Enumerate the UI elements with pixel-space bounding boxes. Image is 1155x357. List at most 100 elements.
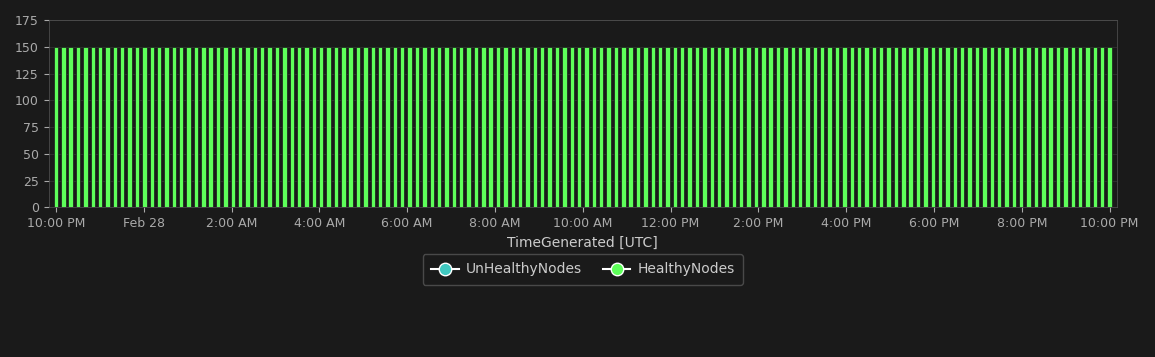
Bar <box>517 47 522 207</box>
Bar <box>290 47 295 207</box>
Bar <box>304 47 308 207</box>
Bar <box>857 47 862 207</box>
Bar <box>511 47 515 207</box>
Bar <box>886 47 891 207</box>
Bar <box>231 47 234 207</box>
Bar <box>665 47 670 207</box>
Bar <box>54 47 58 207</box>
Bar <box>562 47 567 207</box>
Bar <box>223 47 228 207</box>
Bar <box>127 47 132 207</box>
Bar <box>238 47 243 207</box>
Bar <box>790 47 795 207</box>
Bar <box>923 47 927 207</box>
Bar <box>680 47 685 207</box>
Bar <box>584 47 589 207</box>
Bar <box>1108 47 1112 207</box>
Bar <box>1056 47 1060 207</box>
Bar <box>378 47 382 207</box>
Bar <box>408 47 412 207</box>
Bar <box>1078 47 1082 207</box>
Bar <box>798 47 803 207</box>
Bar <box>319 47 323 207</box>
Bar <box>872 47 875 207</box>
Bar <box>194 47 199 207</box>
Bar <box>400 47 404 207</box>
Bar <box>953 47 957 207</box>
Bar <box>569 47 574 207</box>
X-axis label: TimeGenerated [UTC]: TimeGenerated [UTC] <box>507 236 658 250</box>
Bar <box>489 47 493 207</box>
Bar <box>813 47 817 207</box>
Bar <box>120 47 125 207</box>
Bar <box>216 47 221 207</box>
Bar <box>83 47 88 207</box>
Bar <box>356 47 360 207</box>
Bar <box>768 47 773 207</box>
Bar <box>850 47 854 207</box>
Bar <box>327 47 330 207</box>
Bar <box>1012 47 1016 207</box>
Bar <box>576 47 581 207</box>
Bar <box>982 47 986 207</box>
Bar <box>68 47 73 207</box>
Bar <box>909 47 912 207</box>
Bar <box>650 47 655 207</box>
Legend: UnHealthyNodes, HealthyNodes: UnHealthyNodes, HealthyNodes <box>423 254 743 285</box>
Bar <box>894 47 899 207</box>
Bar <box>349 47 353 207</box>
Bar <box>172 47 176 207</box>
Bar <box>437 47 441 207</box>
Bar <box>474 47 478 207</box>
Bar <box>643 47 648 207</box>
Bar <box>776 47 781 207</box>
Bar <box>209 47 213 207</box>
Bar <box>142 47 147 207</box>
Bar <box>613 47 618 207</box>
Bar <box>628 47 633 207</box>
Bar <box>827 47 832 207</box>
Bar <box>260 47 264 207</box>
Bar <box>334 47 338 207</box>
Bar <box>842 47 847 207</box>
Bar <box>459 47 463 207</box>
Bar <box>482 47 485 207</box>
Bar <box>495 47 500 207</box>
Bar <box>547 47 552 207</box>
Bar <box>186 47 191 207</box>
Bar <box>805 47 810 207</box>
Bar <box>606 47 611 207</box>
Bar <box>1100 47 1104 207</box>
Bar <box>636 47 640 207</box>
Bar <box>541 47 544 207</box>
Bar <box>783 47 788 207</box>
Bar <box>931 47 936 207</box>
Bar <box>901 47 906 207</box>
Bar <box>997 47 1001 207</box>
Bar <box>731 47 736 207</box>
Bar <box>90 47 95 207</box>
Bar <box>975 47 979 207</box>
Bar <box>415 47 419 207</box>
Bar <box>658 47 662 207</box>
Bar <box>245 47 249 207</box>
Bar <box>820 47 825 207</box>
Bar <box>591 47 596 207</box>
Bar <box>363 47 367 207</box>
Bar <box>76 47 81 207</box>
Bar <box>739 47 744 207</box>
Bar <box>61 47 66 207</box>
Bar <box>709 47 714 207</box>
Bar <box>98 47 103 207</box>
Bar <box>687 47 692 207</box>
Bar <box>835 47 840 207</box>
Bar <box>297 47 301 207</box>
Bar <box>135 47 140 207</box>
Bar <box>393 47 397 207</box>
Bar <box>960 47 964 207</box>
Bar <box>916 47 921 207</box>
Bar <box>938 47 942 207</box>
Bar <box>113 47 117 207</box>
Bar <box>164 47 169 207</box>
Bar <box>1019 47 1023 207</box>
